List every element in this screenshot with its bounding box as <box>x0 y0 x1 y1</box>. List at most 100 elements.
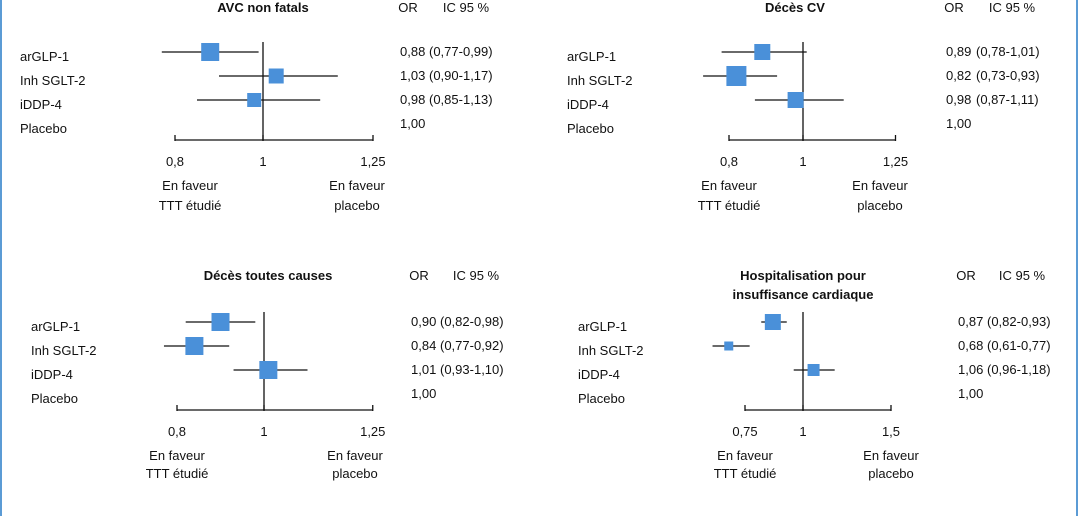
or-value: 0,89 <box>946 44 971 59</box>
right-border <box>1076 0 1078 516</box>
favor-treatment-label: En faveur <box>162 178 218 193</box>
x-tick-label: 1,25 <box>883 154 908 169</box>
or-marker <box>211 313 230 331</box>
favor-placebo-label: placebo <box>857 198 903 213</box>
ci-value: (0,77-0,99) <box>429 44 493 59</box>
x-tick-label: 1,5 <box>882 424 900 439</box>
or-value: 0,87 <box>958 314 983 329</box>
or-value: 1,00 <box>400 116 425 131</box>
panel-title: Décès CV <box>765 0 825 15</box>
or-marker <box>787 92 804 108</box>
favor-placebo-label: placebo <box>868 466 914 481</box>
row-label: Inh SGLT-2 <box>20 73 86 88</box>
row-label: Placebo <box>578 391 625 406</box>
or-marker <box>185 337 204 355</box>
row-label: arGLP-1 <box>567 49 616 64</box>
ci-value: (0,73-0,93) <box>976 68 1040 83</box>
favor-treatment-label: En faveur <box>717 448 773 463</box>
favor-treatment-label: TTT étudié <box>698 198 761 213</box>
row-label: iDDP-4 <box>567 97 609 112</box>
row-label: iDDP-4 <box>31 367 73 382</box>
or-marker <box>754 44 771 60</box>
favor-treatment-label: En faveur <box>701 178 757 193</box>
ci-value: (0,77-0,92) <box>440 338 504 353</box>
row-label: arGLP-1 <box>31 319 80 334</box>
or-marker <box>726 66 747 86</box>
favor-placebo-label: placebo <box>332 466 378 481</box>
or-value: 0,68 <box>958 338 983 353</box>
or-marker <box>247 93 262 107</box>
x-tick-label: 1,25 <box>360 154 385 169</box>
x-tick-label: 0,75 <box>732 424 757 439</box>
ci-value: (0,93-1,10) <box>440 362 504 377</box>
x-tick-label: 1 <box>259 154 266 169</box>
ci-header: IC 95 % <box>989 0 1036 15</box>
x-tick-label: 1 <box>799 154 806 169</box>
ci-value: (0,90-1,17) <box>429 68 493 83</box>
ci-header: IC 95 % <box>999 268 1046 283</box>
or-value: 1,01 <box>411 362 436 377</box>
ci-value: (0,61-0,77) <box>987 338 1051 353</box>
or-value: 1,00 <box>411 386 436 401</box>
or-value: 1,06 <box>958 362 983 377</box>
row-label: arGLP-1 <box>578 319 627 334</box>
x-tick-label: 1,25 <box>360 424 385 439</box>
x-tick-label: 1 <box>260 424 267 439</box>
panel-title: insuffisance cardiaque <box>733 287 874 302</box>
row-label: Placebo <box>31 391 78 406</box>
ci-header: IC 95 % <box>453 268 500 283</box>
x-tick-label: 0,8 <box>720 154 738 169</box>
ci-value: (0,85-1,13) <box>429 92 493 107</box>
x-tick-label: 0,8 <box>166 154 184 169</box>
left-border <box>0 0 2 516</box>
row-label: Placebo <box>567 121 614 136</box>
row-label: iDDP-4 <box>578 367 620 382</box>
row-label: Inh SGLT-2 <box>578 343 644 358</box>
row-label: Inh SGLT-2 <box>567 73 633 88</box>
panel-title: Hospitalisation pour <box>740 268 866 283</box>
x-tick-label: 0,8 <box>168 424 186 439</box>
ci-value: (0,82-0,93) <box>987 314 1051 329</box>
or-header: OR <box>944 0 964 15</box>
x-tick-label: 1 <box>799 424 806 439</box>
row-label: Placebo <box>20 121 67 136</box>
row-label: iDDP-4 <box>20 97 62 112</box>
or-value: 0,90 <box>411 314 436 329</box>
favor-placebo-label: En faveur <box>863 448 919 463</box>
or-marker <box>201 43 220 61</box>
panel-title: AVC non fatals <box>217 0 309 15</box>
or-header: OR <box>956 268 976 283</box>
favor-treatment-label: TTT étudié <box>714 466 777 481</box>
or-marker <box>724 341 734 351</box>
favor-placebo-label: En faveur <box>852 178 908 193</box>
ci-value: (0,96-1,18) <box>987 362 1051 377</box>
or-marker <box>807 364 820 376</box>
row-label: arGLP-1 <box>20 49 69 64</box>
ci-header: IC 95 % <box>443 0 490 15</box>
or-marker <box>764 314 781 330</box>
ci-value: (0,87-1,11) <box>976 92 1039 107</box>
favor-treatment-label: En faveur <box>149 448 205 463</box>
or-header: OR <box>398 0 418 15</box>
panel-title: Décès toutes causes <box>204 268 333 283</box>
or-value: 0,98 <box>946 92 971 107</box>
favor-placebo-label: placebo <box>334 198 380 213</box>
or-value: 1,03 <box>400 68 425 83</box>
ci-value: (0,82-0,98) <box>440 314 504 329</box>
or-value: 0,88 <box>400 44 425 59</box>
favor-placebo-label: En faveur <box>329 178 385 193</box>
or-value: 0,82 <box>946 68 971 83</box>
row-label: Inh SGLT-2 <box>31 343 97 358</box>
favor-placebo-label: En faveur <box>327 448 383 463</box>
favor-treatment-label: TTT étudié <box>146 466 209 481</box>
favor-treatment-label: TTT étudié <box>159 198 222 213</box>
or-marker <box>259 361 278 379</box>
or-header: OR <box>409 268 429 283</box>
or-value: 0,98 <box>400 92 425 107</box>
or-value: 0,84 <box>411 338 436 353</box>
or-value: 1,00 <box>958 386 983 401</box>
ci-value: (0,78-1,01) <box>976 44 1040 59</box>
or-value: 1,00 <box>946 116 971 131</box>
or-marker <box>268 68 284 84</box>
